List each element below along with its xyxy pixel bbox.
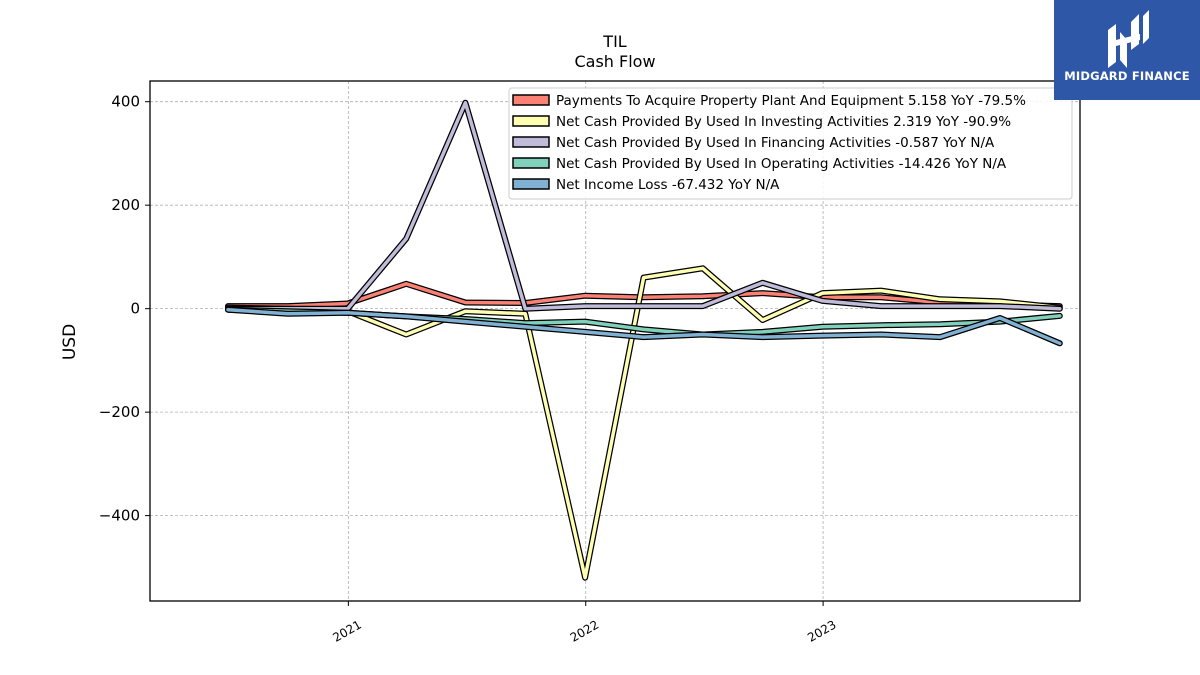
series-line [226, 307, 1062, 346]
series-line [226, 266, 1062, 580]
midgard-logo-icon [1108, 10, 1149, 68]
legend-entry-label: Payments To Acquire Property Plant And E… [556, 93, 1026, 109]
brand-logo: MIDGARD FINANCE [1054, 0, 1200, 100]
y-tick-label: −400 [99, 507, 140, 525]
legend-entry-label: Net Cash Provided By Used In Financing A… [556, 135, 995, 151]
series-layer [225, 99, 1063, 581]
y-axis-label: USD [60, 324, 80, 360]
legend: Payments To Acquire Property Plant And E… [508, 87, 1073, 200]
plot-frame [149, 80, 1081, 602]
y-tick-label: −200 [99, 403, 140, 421]
x-tick-label: 2023 [805, 617, 838, 644]
y-tick-label: 0 [130, 300, 140, 318]
chart-subtitle: Cash Flow [574, 52, 655, 71]
legend-swatch [512, 178, 550, 190]
legend-swatch [512, 136, 550, 148]
tick-layer: −400 −200 0 200 400 2021 2022 2023 [99, 93, 839, 645]
brand-logo-text: MIDGARD FINANCE [1064, 69, 1190, 83]
y-tick-label: 200 [111, 196, 140, 214]
x-tick-label: 2021 [330, 617, 363, 644]
legend-swatch [512, 157, 550, 169]
legend-swatch [512, 115, 550, 127]
legend-entry-label: Net Cash Provided By Used In Investing A… [556, 114, 1011, 130]
chart-title: TIL [602, 32, 626, 51]
series-line [226, 100, 1062, 311]
legend-swatch [512, 94, 550, 106]
legend-box [508, 87, 1073, 200]
legend-entry-label: Net Cash Provided By Used In Operating A… [556, 156, 1007, 172]
y-tick-label: 400 [111, 93, 140, 111]
series-line [226, 282, 1062, 308]
x-tick-label: 2022 [568, 617, 601, 644]
legend-entry-label: Net Income Loss -67.432 YoY N/A [556, 177, 780, 193]
